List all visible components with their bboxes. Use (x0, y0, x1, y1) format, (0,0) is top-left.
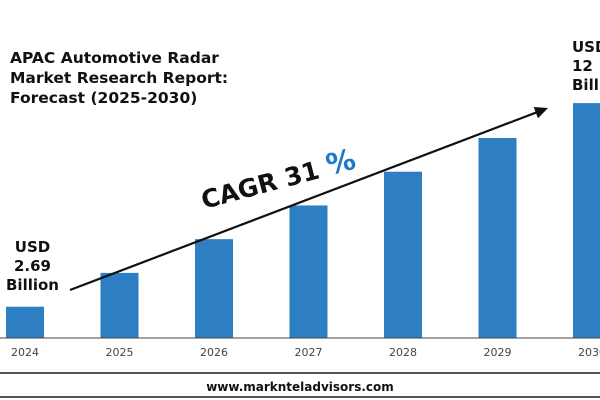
bar-2030 (573, 103, 600, 339)
end-label-line-2: 12 (572, 57, 593, 75)
bar-2026 (195, 239, 233, 338)
end-label-line-3: Billi (572, 76, 600, 94)
title-line-3: Forecast (2025-2030) (10, 89, 198, 107)
cagr-percent-sign: % (322, 142, 359, 182)
bar-2027 (289, 205, 328, 338)
x-tick-2030: 2030 (578, 346, 600, 359)
x-tick-2024: 2024 (11, 346, 39, 359)
bar-2024 (6, 306, 44, 338)
footer-url: www.marknteladvisors.com (206, 380, 394, 394)
x-tick-2029: 2029 (484, 346, 512, 359)
x-tick-2026: 2026 (200, 346, 228, 359)
bar-2029 (478, 138, 517, 338)
start-label-line-3: Billion (6, 276, 59, 294)
bar-2028 (384, 171, 422, 338)
title-line-2: Market Research Report: (10, 69, 229, 87)
trend-arrow-line (69, 109, 543, 292)
title-line-1: APAC Automotive Radar (10, 49, 219, 67)
end-label-line-1: USD (572, 38, 600, 56)
chart-title: APAC Automotive Radar Market Research Re… (10, 48, 270, 108)
trend-arrow (69, 107, 548, 292)
bars-group (6, 103, 600, 339)
cagr-label: CAGR 31 % (197, 142, 359, 216)
footer-divider-bottom (0, 396, 600, 398)
start-value-label: USD 2.69 Billion (6, 238, 59, 295)
start-label-line-1: USD (14, 238, 51, 256)
bar-2025 (100, 272, 139, 338)
start-label-line-2: 2.69 (13, 257, 51, 275)
x-tick-2027: 2027 (295, 346, 323, 359)
x-tick-2025: 2025 (106, 346, 134, 359)
x-tick-labels: 2024 2025 2026 2027 2028 2029 2030 (11, 346, 600, 359)
x-tick-2028: 2028 (389, 346, 417, 359)
trend-arrow-head (533, 107, 548, 119)
end-value-label: USD 12 Billi (572, 38, 600, 95)
footer-divider-top (0, 372, 600, 374)
